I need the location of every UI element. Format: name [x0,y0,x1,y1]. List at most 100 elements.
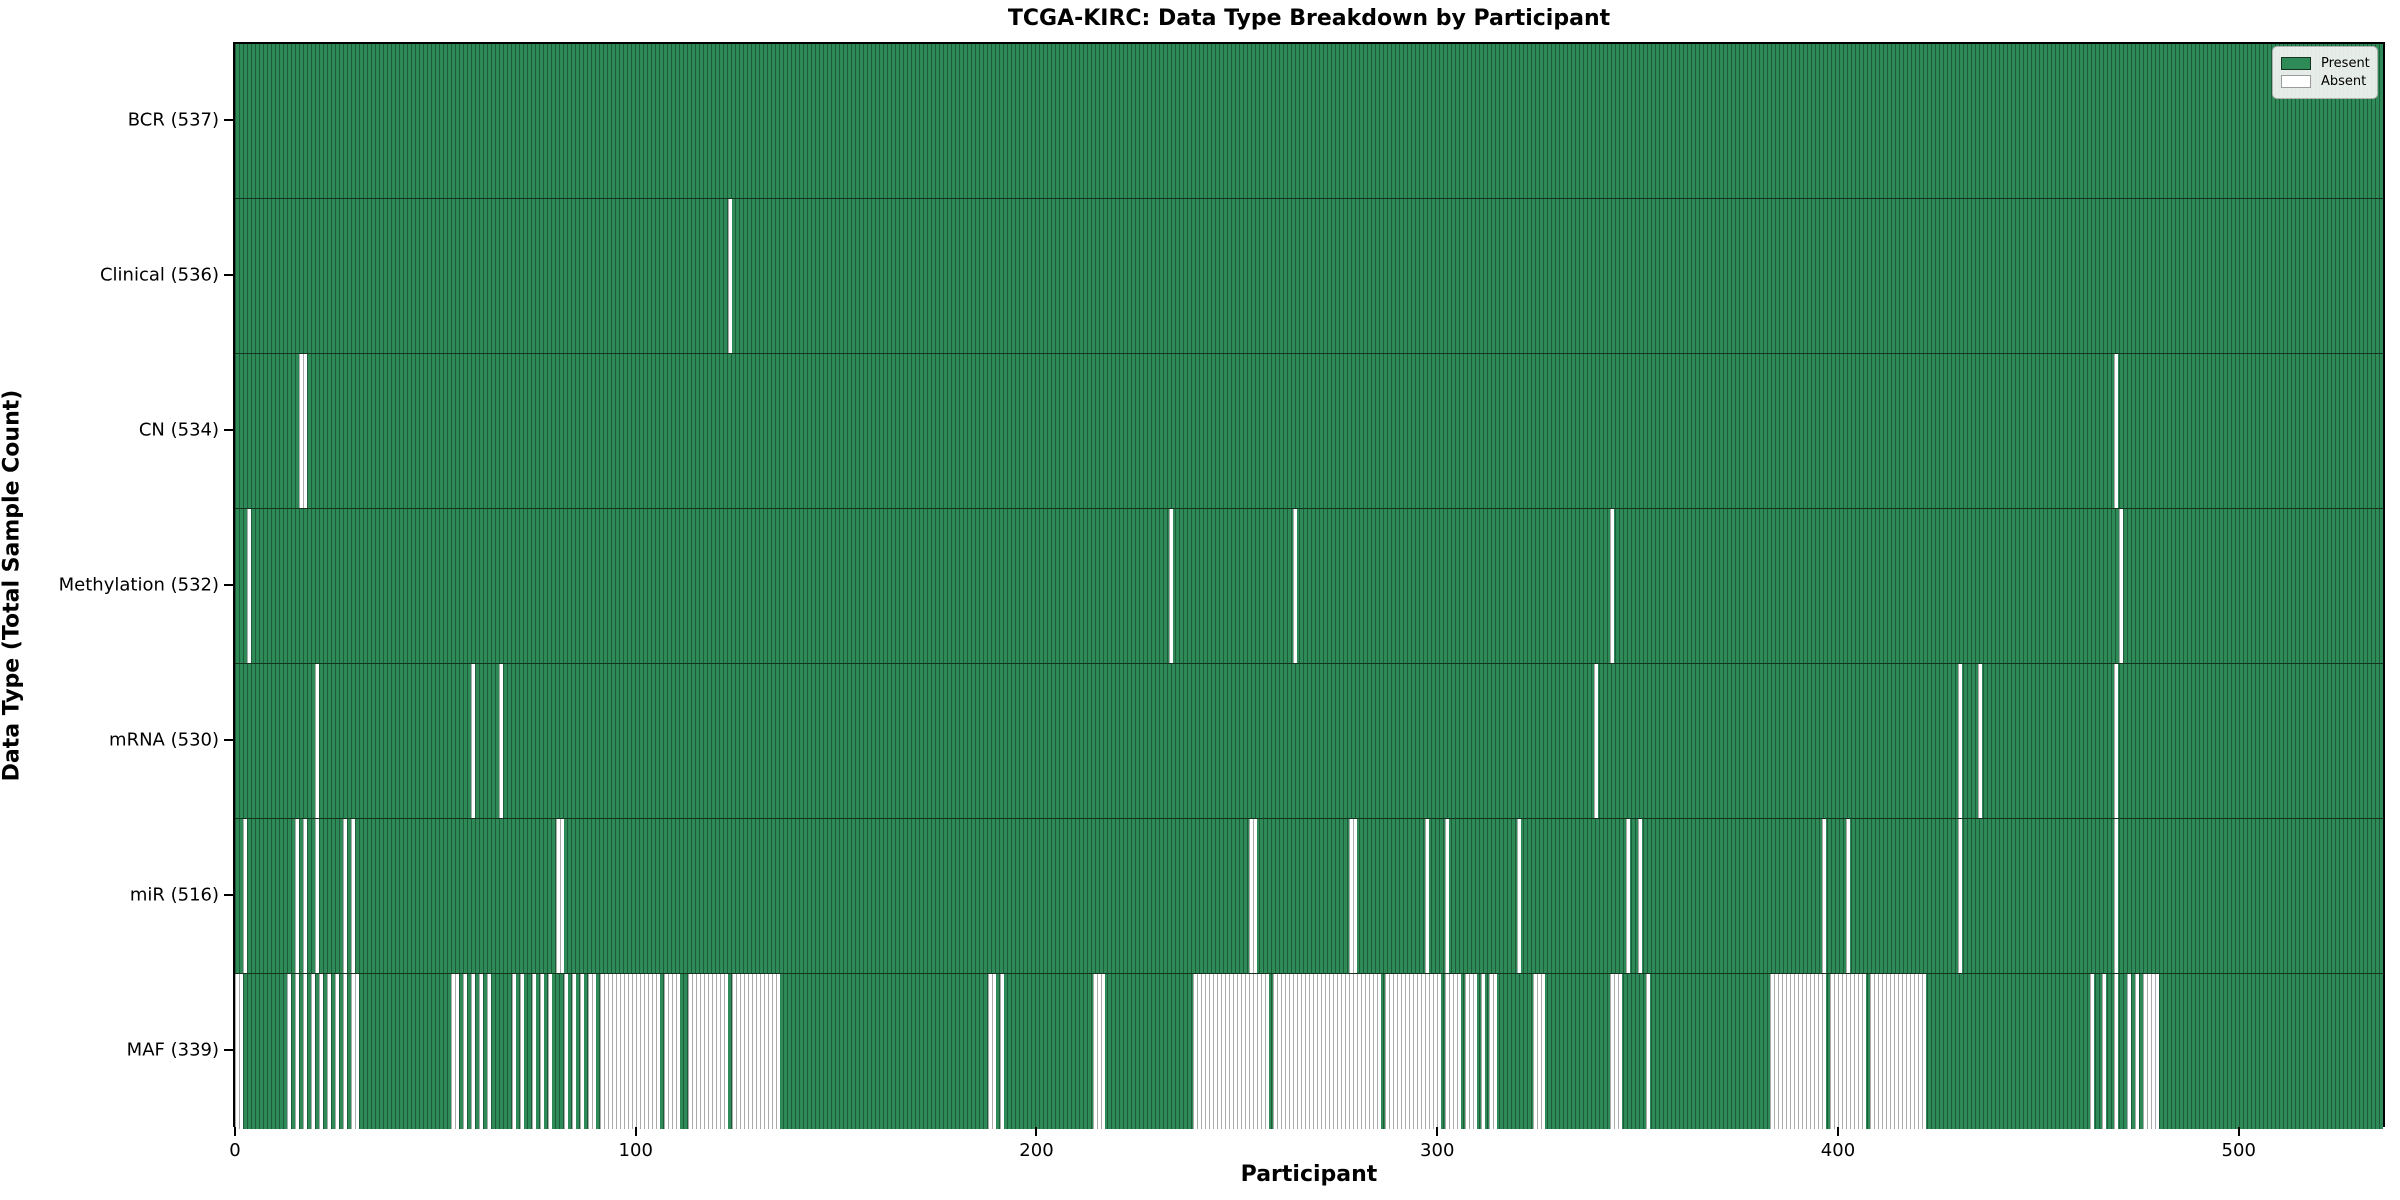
x-tick-label-100: 100 [618,1140,653,1161]
y-tick-mark [224,893,233,896]
absent-stripe-miR-15 [295,819,300,973]
absent-stripe-MAF-57 [463,974,468,1129]
absent-stripe-miR-350 [1637,819,1642,973]
absent-stripe-MAF-302 [1445,974,1462,1129]
absent-stripe-MAF-29 [351,974,360,1129]
data-type-row-miR [235,819,2383,974]
absent-stripe-MAF-469 [2114,974,2119,1129]
y-tick-label-BCR: BCR (537) [127,109,219,130]
absent-stripe-mRNA-20 [315,664,320,818]
absent-stripe-MAF-0 [235,974,243,1129]
absent-stripe-MAF-113 [687,974,728,1129]
y-tick-mark [224,428,233,431]
absent-stripe-MAF-259 [1272,974,1382,1129]
x-tick-mark [234,1127,236,1136]
absent-stripe-miR-17 [303,819,308,973]
absent-swatch-icon [2281,75,2311,88]
absent-stripe-MAF-84 [571,974,576,1129]
legend: Present Absent [2272,46,2378,99]
y-tick-mark [224,118,233,121]
absent-stripe-MAF-91 [599,974,660,1129]
absent-stripe-mRNA-435 [1978,664,1983,818]
legend-label-absent: Absent [2321,74,2367,89]
x-tick-label-400: 400 [1820,1140,1856,1161]
absent-stripe-Methylation-3 [247,509,252,663]
absent-stripe-miR-80 [555,819,564,973]
absent-stripe-MAF-474 [2134,974,2139,1129]
absent-stripe-MAF-13 [287,974,292,1129]
absent-stripe-mRNA-59 [471,664,476,818]
present-swatch-icon [2281,57,2311,70]
absent-stripe-MAF-19 [311,974,316,1129]
absent-stripe-MAF-287 [1385,974,1442,1129]
absent-stripe-miR-20 [315,819,320,973]
data-type-row-mRNA [235,664,2383,819]
absent-stripe-mRNA-339 [1593,664,1598,818]
y-tick-mark [224,1048,233,1051]
y-tick-label-MAF: MAF (339) [126,1039,219,1060]
data-type-row-CN [235,354,2383,509]
y-tick-mark [224,738,233,741]
absent-stripe-mRNA-469 [2114,664,2119,818]
absent-stripe-miR-302 [1445,819,1450,973]
chart-title: TCGA-KIRC: Data Type Breakdown by Partic… [1007,6,1611,31]
y-tick-label-miR: miR (516) [129,884,219,905]
y-tick-mark [224,273,233,276]
absent-stripe-MAF-21 [319,974,324,1129]
absent-stripe-MAF-17 [303,974,308,1129]
absent-stripe-Methylation-343 [1609,509,1614,663]
absent-stripe-MAF-88 [587,974,596,1129]
absent-stripe-MAF-76 [539,974,544,1129]
absent-stripe-MAF-191 [1000,974,1005,1129]
plot-area [233,42,2385,1129]
absent-stripe-miR-297 [1425,819,1430,973]
absent-stripe-MAF-472 [2126,974,2131,1129]
absent-stripe-CN-469 [2114,354,2119,508]
absent-stripe-MAF-74 [531,974,536,1129]
absent-stripe-MAF-61 [479,974,484,1129]
legend-label-present: Present [2321,56,2370,71]
absent-stripe-miR-430 [1958,819,1963,973]
absent-stripe-Methylation-470 [2118,509,2123,663]
absent-stripe-MAF-25 [335,974,340,1129]
absent-stripe-MAF-23 [327,974,332,1129]
absent-stripe-Clinical-123 [727,199,732,353]
data-type-row-Clinical [235,199,2383,354]
absent-stripe-MAF-71 [519,974,524,1129]
y-tick-label-mRNA: mRNA (530) [109,729,219,750]
absent-stripe-MAF-463 [2090,974,2095,1129]
absent-stripe-miR-27 [343,819,348,973]
y-tick-mark [224,583,233,586]
absent-stripe-MAF-324 [1533,974,1546,1129]
absent-stripe-MAF-69 [511,974,516,1129]
absent-stripe-MAF-239 [1192,974,1269,1129]
y-tick-label-CN: CN (534) [138,419,219,440]
absent-stripe-MAF-466 [2102,974,2107,1129]
data-type-row-Methylation [235,509,2383,664]
x-tick-mark [1836,1127,1839,1136]
absent-stripe-MAF-398 [1829,974,1867,1129]
x-tick-label-300: 300 [1420,1140,1455,1161]
absent-stripe-MAF-311 [1481,974,1486,1129]
absent-stripe-Methylation-264 [1292,509,1297,663]
absent-stripe-MAF-188 [988,974,997,1129]
absent-stripe-CN-16 [299,354,308,508]
legend-entry-present: Present [2281,56,2370,71]
absent-stripe-MAF-63 [487,974,492,1129]
absent-stripe-MAF-59 [471,974,476,1129]
x-tick-mark [1436,1127,1439,1136]
absent-stripe-miR-402 [1845,819,1850,973]
absent-stripe-MAF-343 [1609,974,1622,1129]
data-type-row-MAF [235,974,2383,1129]
absent-stripe-MAF-352 [1645,974,1650,1129]
absent-stripe-miR-253 [1248,819,1257,973]
legend-entry-absent: Absent [2281,74,2369,89]
x-tick-mark [1035,1127,1038,1136]
absent-stripe-miR-347 [1625,819,1630,973]
absent-stripe-MAF-15 [295,974,300,1129]
absent-stripe-miR-29 [351,819,356,973]
x-tick-label-0: 0 [229,1140,241,1161]
absent-stripe-MAF-307 [1465,974,1478,1129]
absent-stripe-MAF-313 [1489,974,1498,1129]
absent-stripe-MAF-86 [579,974,584,1129]
